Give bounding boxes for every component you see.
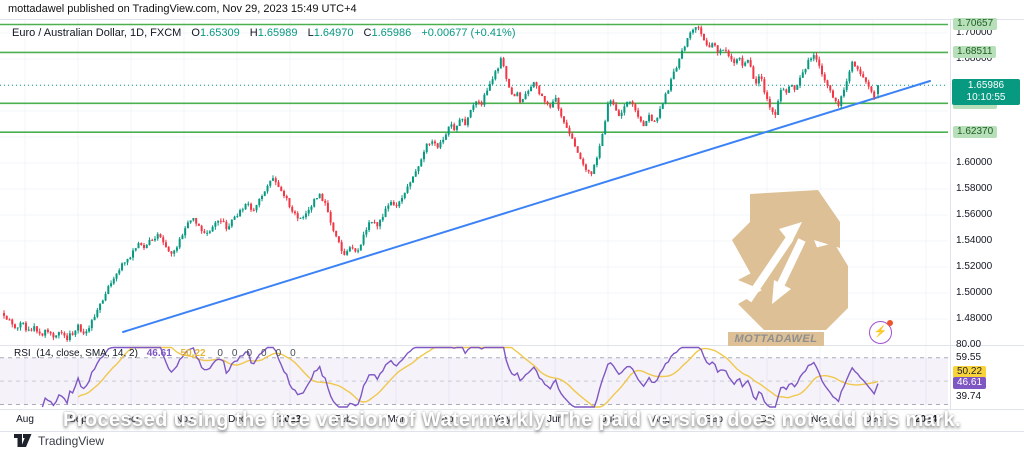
rsi-value-axis-label[interactable]: 46.61 — [953, 377, 987, 389]
horizontal-level-lines[interactable] — [0, 23, 948, 133]
rsi-params: (14, close, SMA, 14, 2) — [36, 348, 138, 359]
rsi-value: 46.61 — [146, 348, 172, 359]
ohlc-low-value: 1.64970 — [313, 27, 354, 39]
rsi-axis-label: 59.55 — [956, 352, 982, 363]
bar-countdown: 10:10:55 — [966, 92, 1006, 104]
month-label: Oct — [759, 414, 775, 425]
price-tick-label: 1.68000 — [956, 53, 993, 64]
mottadawel-caption: MOTTADAWEL — [728, 332, 824, 346]
rsi-divergence-zero: 0 — [246, 348, 253, 359]
month-label: May — [492, 414, 512, 425]
month-label: Mar — [387, 414, 405, 425]
ohlc-high-value: 1.65989 — [257, 27, 298, 39]
year-label: 2023 — [278, 414, 302, 425]
arrow-up-line — [744, 235, 794, 303]
month-label: Aug — [16, 414, 34, 425]
ohlc-close-value: 1.65986 — [371, 27, 412, 39]
price-tick-label: 1.50000 — [956, 287, 993, 298]
price-tick-label: 1.56000 — [956, 209, 993, 220]
arrow-down-line — [776, 238, 806, 288]
candlestick-series — [3, 25, 879, 342]
ohlc-open-value: 1.65309 — [199, 27, 240, 39]
tradingview-footer[interactable]: TradingView — [14, 434, 104, 448]
month-label: Jun — [546, 414, 564, 425]
month-label: Nov — [175, 414, 193, 425]
current-price-label: 1.65986 10:10:55 — [952, 79, 1020, 106]
tradingview-brand-text: TradingView — [38, 434, 105, 448]
symbol-header: Euro / Australian Dollar, 1D, FXCM O1.65… — [12, 27, 516, 39]
ohlc-close-label: C — [363, 27, 372, 39]
rsi-divergence-zero: 0 — [231, 348, 238, 359]
month-label: Dec — [228, 414, 246, 425]
price-tick-label: 1.52000 — [956, 261, 993, 272]
month-label: Sep — [705, 414, 723, 425]
trendline[interactable] — [122, 80, 931, 333]
time-scale[interactable]: Aug Sep Oct Nov Dec 2023 Feb Mar Apr May Jun Jul Aug… — [0, 410, 949, 431]
watermarkly-text: Processed using the free version of Wate… — [62, 409, 962, 431]
ohlc-open-label: O — [191, 27, 200, 39]
ohlc-high-label: H — [249, 27, 258, 39]
level-price-label[interactable]: 1.70657 — [953, 18, 998, 31]
rsi-plot — [41, 346, 879, 408]
current-price-value: 1.65986 — [967, 80, 1005, 92]
month-label: Oct — [123, 414, 139, 425]
ohlc-low-label: L — [307, 27, 314, 39]
rsi-divergence-zero: 0 — [275, 348, 282, 359]
month-label: Nov — [811, 414, 829, 425]
boost-icon[interactable]: ⚡ — [869, 320, 893, 344]
mottadawel-logo: MOTTADAWEL — [722, 188, 860, 348]
month-label: Apr — [441, 414, 457, 425]
pane-separators — [0, 19, 1024, 432]
rsi-axis-label: 39.74 — [956, 391, 982, 402]
rsi-axis-label: 80.00 — [956, 339, 982, 350]
rsi-ma-value: 50.22 — [180, 348, 206, 359]
level-price-label[interactable]: 1.68511 — [953, 46, 997, 59]
rsi-divergence-zero: 0 — [217, 348, 223, 359]
month-label: Feb — [334, 414, 352, 425]
rsi-indicator-name[interactable]: RSI — [14, 348, 31, 359]
price-tick-label: 1.70000 — [956, 27, 993, 38]
price-tick-label: 1.60000 — [956, 157, 993, 168]
rsi-divergence-zero: 0 — [261, 348, 267, 359]
price-tick-label: 1.54000 — [956, 235, 993, 246]
rsi-status-line: RSI (14, close, SMA, 14, 2) 46.61 50.22 … — [14, 348, 296, 359]
month-label: Sep — [69, 414, 87, 425]
lightning-icon: ⚡ — [873, 326, 888, 338]
mottadawel-logo-graphic — [732, 190, 848, 330]
month-label: Dec — [864, 414, 882, 425]
level-price-label[interactable]: 1.62370 — [953, 126, 998, 139]
rsi-bands — [0, 357, 948, 405]
change-value: +0.00677 (+0.41%) — [421, 27, 516, 39]
month-label: Aug — [652, 414, 670, 425]
notification-dot — [887, 320, 893, 326]
rsi-divergence-zero: 0 — [290, 348, 296, 359]
attribution-text: mottadawel published on TradingView.com,… — [8, 3, 357, 15]
price-tick-label: 1.48000 — [956, 313, 993, 324]
month-label: Jul — [601, 414, 615, 425]
rsi-ma-axis-label[interactable]: 50.22 — [953, 366, 987, 378]
symbol-title: Euro / Australian Dollar, 1D, FXCM — [12, 27, 182, 39]
price-scale[interactable]: 1.65986 10:10:55 1.70000 1.68000 1.60000 1.… — [950, 18, 1024, 410]
price-tick-label: 1.58000 — [956, 183, 993, 194]
year-label: 2024 — [914, 414, 938, 425]
arrow-down-head — [772, 280, 791, 304]
arrow-up-head — [779, 222, 802, 244]
tradingview-logo-icon — [14, 434, 32, 447]
